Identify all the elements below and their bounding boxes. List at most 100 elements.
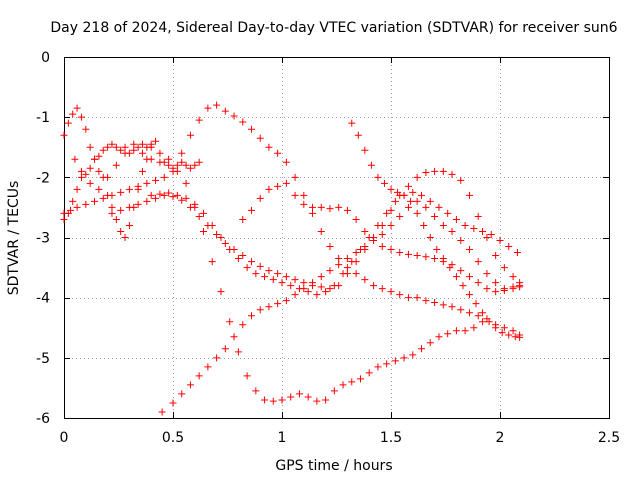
data-point	[465, 309, 473, 317]
data-point	[378, 285, 386, 293]
x-tick-label: 1	[278, 430, 287, 446]
data-point	[457, 267, 465, 275]
data-point	[339, 381, 347, 389]
data-point	[195, 372, 203, 380]
data-point	[117, 227, 125, 235]
data-point	[483, 270, 491, 278]
data-points	[60, 101, 524, 416]
data-point	[191, 161, 199, 169]
data-point	[509, 273, 517, 281]
data-point	[309, 279, 317, 287]
data-point	[274, 149, 282, 157]
data-point	[239, 118, 247, 126]
y-tick-label: 0	[41, 50, 50, 66]
data-point	[426, 197, 434, 205]
data-point	[367, 161, 375, 169]
data-point	[361, 227, 369, 235]
data-point	[500, 286, 508, 294]
data-point	[108, 140, 116, 148]
data-point	[234, 348, 242, 356]
data-point	[343, 264, 351, 272]
data-point	[439, 167, 447, 175]
data-point	[439, 301, 447, 309]
y-axis-ticks: 0 -1 -2 -3 -4 -5 -6	[36, 50, 609, 427]
data-point	[217, 288, 225, 296]
data-point	[370, 282, 378, 290]
data-point	[112, 215, 120, 223]
data-point	[396, 212, 404, 220]
data-point	[178, 390, 186, 398]
data-point	[457, 306, 465, 314]
series-trace-1	[60, 101, 524, 339]
data-point	[380, 179, 388, 187]
data-point	[77, 173, 85, 181]
data-point	[121, 234, 129, 241]
data-point	[492, 288, 500, 296]
data-point	[91, 155, 99, 163]
data-point	[374, 221, 382, 229]
data-point	[112, 161, 120, 169]
data-point	[287, 282, 295, 290]
data-point	[465, 191, 473, 199]
data-point	[256, 194, 264, 202]
data-point	[322, 288, 330, 296]
data-point	[71, 155, 79, 163]
data-point	[64, 209, 72, 217]
data-point	[492, 279, 500, 287]
data-point	[431, 212, 439, 220]
data-point	[505, 331, 513, 339]
data-point	[156, 158, 164, 166]
data-point	[326, 285, 334, 293]
data-point	[130, 140, 138, 148]
data-point	[99, 194, 107, 202]
data-point	[472, 300, 480, 308]
data-point	[309, 209, 317, 217]
data-point	[191, 203, 199, 211]
data-point	[247, 312, 255, 320]
data-point	[104, 143, 112, 151]
data-point	[413, 209, 421, 217]
data-point	[291, 191, 299, 199]
x-tick-label: 2	[496, 430, 505, 446]
data-point	[457, 176, 465, 184]
data-point	[64, 119, 72, 127]
data-point	[173, 191, 181, 199]
data-point	[352, 215, 360, 223]
data-point	[335, 203, 343, 211]
data-point	[418, 345, 426, 353]
data-point	[243, 372, 251, 380]
data-point	[60, 215, 68, 223]
data-point	[383, 209, 391, 217]
data-point	[492, 324, 500, 332]
data-point	[387, 206, 395, 214]
data-point	[104, 173, 112, 181]
data-point	[452, 327, 460, 335]
data-point	[330, 282, 338, 290]
data-point	[394, 188, 402, 196]
data-point	[348, 258, 356, 266]
data-point	[147, 155, 155, 163]
data-point	[60, 131, 68, 139]
data-point	[178, 196, 186, 204]
data-point	[343, 206, 351, 214]
data-point	[404, 294, 412, 302]
data-point	[509, 285, 517, 293]
data-point	[407, 197, 415, 205]
data-point	[356, 246, 364, 254]
data-point	[158, 408, 166, 416]
data-point	[213, 101, 221, 109]
data-point	[374, 173, 382, 181]
y-tick-label: -4	[36, 291, 50, 307]
data-point	[409, 351, 417, 359]
data-point	[265, 185, 273, 193]
data-point	[239, 321, 247, 329]
data-point	[365, 234, 373, 241]
data-point	[426, 234, 434, 241]
data-point	[182, 194, 190, 202]
data-point	[474, 212, 482, 220]
data-point	[505, 243, 513, 251]
data-point	[169, 399, 177, 407]
data-point	[474, 312, 482, 320]
x-axis-ticks: 0 0.5 1 1.5 2 2.5	[60, 57, 620, 446]
data-point	[400, 191, 408, 199]
